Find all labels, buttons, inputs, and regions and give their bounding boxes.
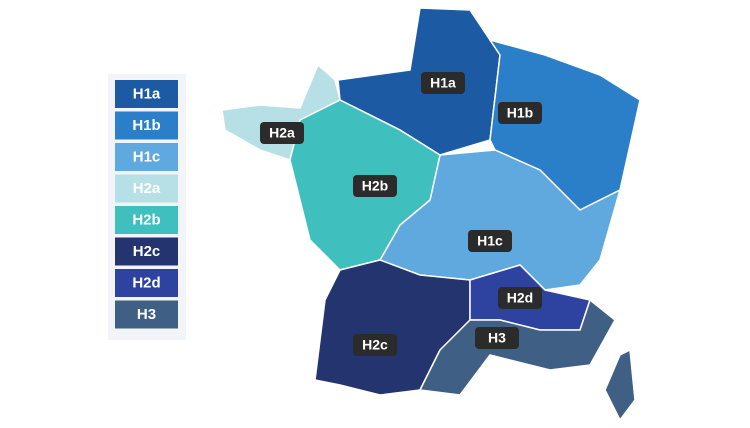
map-label: H1c	[477, 233, 503, 249]
map-label-box	[468, 230, 512, 252]
legend-swatch	[115, 206, 178, 234]
legend-swatch	[115, 174, 178, 203]
legend-label: H3	[137, 306, 156, 323]
map-label: H2c	[362, 337, 388, 353]
map-label: H2d	[507, 290, 533, 306]
map-label-box	[498, 102, 542, 124]
legend-swatch	[115, 143, 178, 171]
legend: H1a H1b H1c H2a H2b H2c H2d H3	[115, 80, 178, 329]
map-label-box	[260, 122, 304, 144]
legend-label: H2c	[133, 243, 161, 260]
map-label-box	[421, 72, 465, 94]
map-label: H1a	[430, 75, 456, 91]
map-labels: H1a H1b H1c H2a H2b H2c H2d H3	[260, 72, 542, 356]
legend-label: H2d	[132, 274, 160, 291]
map-label: H1b	[507, 105, 533, 121]
legend-swatch	[115, 80, 178, 108]
map-label-box	[353, 175, 397, 197]
legend-label: H1a	[133, 85, 161, 102]
legend-swatch	[115, 269, 178, 297]
legend-swatch	[115, 111, 178, 140]
map-label: H2b	[362, 178, 388, 194]
legend-label: H2b	[132, 211, 160, 228]
legend-label: H1b	[132, 117, 160, 134]
map-label-box	[498, 287, 542, 309]
map-label: H3	[488, 330, 506, 346]
legend-label: H2a	[133, 180, 161, 197]
map-label-box	[475, 327, 519, 349]
zones	[221, 7, 641, 421]
legend-swatch	[115, 300, 178, 329]
legend-label: H1c	[133, 148, 161, 165]
map-label: H2a	[269, 125, 295, 141]
legend-swatch	[115, 237, 178, 266]
map-label-box	[353, 334, 397, 356]
zone-area	[604, 349, 636, 421]
